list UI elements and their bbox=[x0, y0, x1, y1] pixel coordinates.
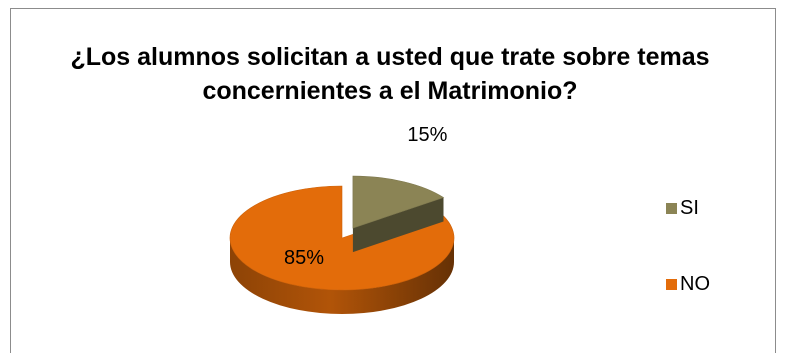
pie-slice-top-no bbox=[229, 185, 455, 291]
legend-swatch-si bbox=[666, 202, 677, 214]
pie-slice-cut bbox=[352, 197, 444, 253]
pie-slice-top-si bbox=[352, 175, 445, 229]
legend-label-no: NO bbox=[680, 272, 710, 295]
legend-label-si: SI bbox=[680, 196, 699, 219]
pie-slice-side-no bbox=[230, 238, 454, 314]
pie-slice-si bbox=[352, 175, 445, 253]
legend-item-no: NO bbox=[666, 272, 710, 296]
legend-swatch-no bbox=[666, 278, 677, 290]
data-labels-layer: 15% 85% bbox=[284, 124, 448, 269]
chart-title: ¿Los alumnos solicitan a usted que trate… bbox=[70, 43, 710, 105]
data-label-si: 15% bbox=[407, 124, 447, 146]
data-label-no: 85% bbox=[284, 247, 324, 269]
pie-slice-no bbox=[229, 185, 455, 314]
slices-layer bbox=[229, 175, 455, 314]
legend-item-si: SI bbox=[666, 196, 699, 220]
